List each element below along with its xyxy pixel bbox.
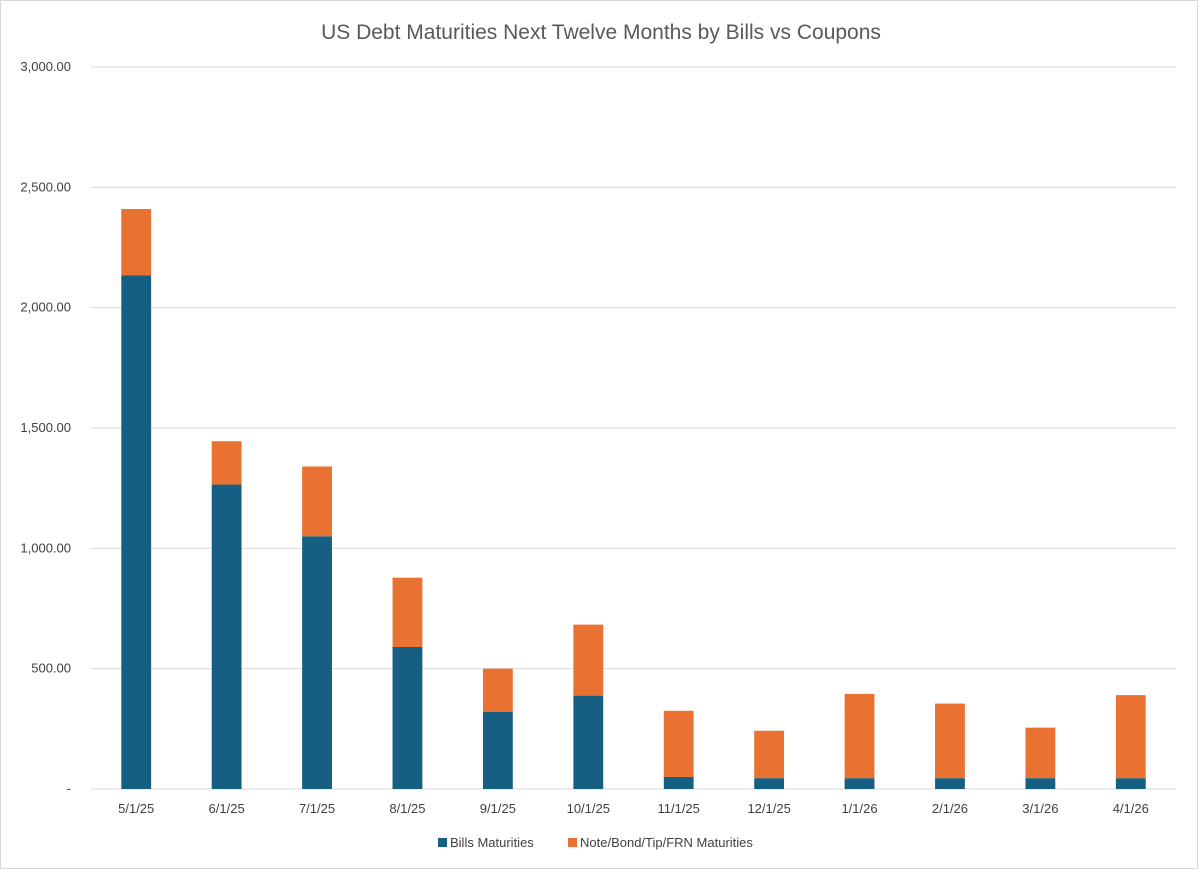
bar-bills bbox=[935, 778, 965, 789]
bar-coupons bbox=[1115, 695, 1146, 779]
bars bbox=[121, 208, 1146, 790]
bar-coupons bbox=[663, 710, 694, 777]
x-tick-label: 3/1/26 bbox=[1022, 801, 1058, 816]
bar-bills bbox=[1025, 778, 1056, 789]
x-tick-label: 1/1/26 bbox=[841, 801, 877, 816]
bar-coupons bbox=[935, 703, 965, 779]
x-tick-label: 5/1/25 bbox=[118, 801, 154, 816]
bar-bills bbox=[392, 647, 423, 789]
bar-bills bbox=[1115, 778, 1146, 789]
x-tick-label: 2/1/26 bbox=[932, 801, 968, 816]
bar-bills bbox=[121, 275, 152, 790]
y-tick-label: 2,500.00 bbox=[20, 179, 71, 194]
y-tick-label: 1,000.00 bbox=[20, 540, 71, 555]
bar-coupons bbox=[392, 577, 423, 648]
bar-coupons bbox=[121, 208, 152, 276]
bar-bills bbox=[663, 776, 694, 789]
x-tick-label: 9/1/25 bbox=[480, 801, 516, 816]
bar-bills bbox=[482, 711, 513, 789]
y-axis-tick-labels: - 500.00 1,000.00 1,500.00 2,000.00 2,500.00 3… bbox=[20, 59, 71, 796]
bar-coupons bbox=[302, 466, 332, 537]
x-tick-label: 6/1/25 bbox=[209, 801, 245, 816]
x-tick-label: 7/1/25 bbox=[299, 801, 335, 816]
bar-coupons bbox=[844, 693, 875, 779]
chart-title: US Debt Maturities Next Twelve Months by… bbox=[321, 21, 881, 44]
bar-coupons bbox=[211, 441, 242, 485]
x-tick-label: 8/1/25 bbox=[389, 801, 425, 816]
bar-bills bbox=[844, 778, 875, 789]
bar-coupons bbox=[754, 730, 785, 779]
x-tick-label: 4/1/26 bbox=[1113, 801, 1149, 816]
legend-label: Note/Bond/Tip/FRN Maturities bbox=[580, 835, 753, 850]
bar-bills bbox=[573, 695, 604, 789]
y-tick-label: 500.00 bbox=[31, 661, 71, 676]
legend-swatch bbox=[568, 838, 577, 847]
bar-bills bbox=[302, 536, 332, 789]
y-tick-label: - bbox=[67, 781, 71, 796]
x-axis-tick-labels: 5/1/25 6/1/25 7/1/25 8/1/25 9/1/25 10/1/25 11/… bbox=[118, 801, 1149, 816]
x-tick-label: 10/1/25 bbox=[567, 801, 610, 816]
bar-coupons bbox=[573, 624, 604, 696]
x-tick-label: 11/1/25 bbox=[657, 801, 699, 816]
bar-bills bbox=[754, 778, 785, 789]
y-tick-label: 1,500.00 bbox=[20, 420, 71, 435]
legend: Bills Maturities Note/Bond/Tip/FRN Maturi… bbox=[438, 835, 753, 850]
bar-coupons bbox=[1025, 727, 1056, 779]
bar-bills bbox=[211, 484, 242, 789]
legend-label: Bills Maturities bbox=[450, 835, 534, 850]
y-tick-label: 2,000.00 bbox=[20, 300, 71, 315]
y-tick-label: 3,000.00 bbox=[20, 59, 71, 74]
x-tick-label: 12/1/25 bbox=[747, 801, 790, 816]
bar-coupons bbox=[482, 668, 513, 712]
gridlines bbox=[91, 66, 1176, 790]
legend-swatch bbox=[438, 838, 447, 847]
